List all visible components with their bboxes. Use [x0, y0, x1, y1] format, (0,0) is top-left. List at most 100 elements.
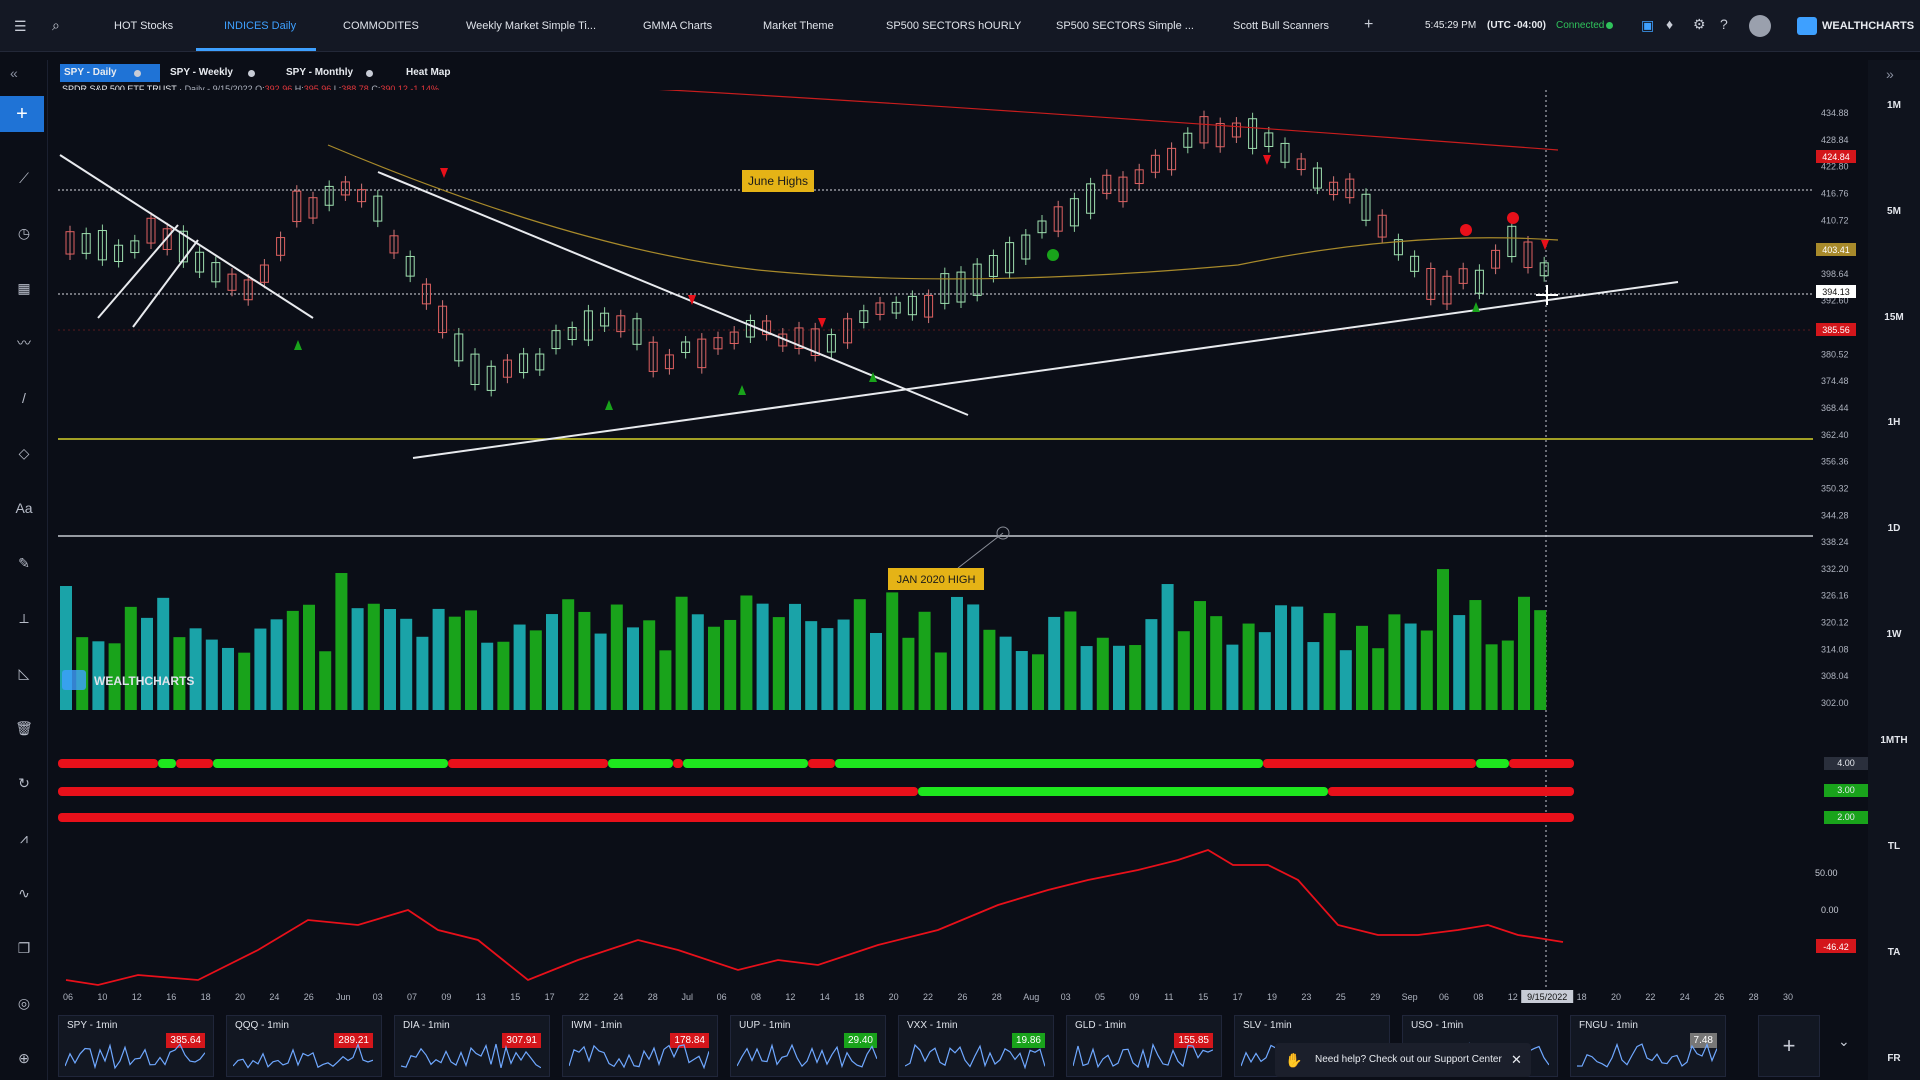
- timeframe-fr[interactable]: FR: [1887, 1053, 1901, 1064]
- ruler-icon[interactable]: ⟂: [19, 610, 29, 626]
- close-icon[interactable]: ✕: [1511, 1052, 1522, 1067]
- tab-weekly-market-simple-ti[interactable]: Weekly Market Simple Ti...: [466, 20, 596, 32]
- save-icon[interactable]: ▣: [1641, 17, 1655, 33]
- main-chart-area[interactable]: June Highs JAN 2020 HIGH WEALTHCHARTS 4.00…: [58, 90, 1868, 1015]
- bell-icon[interactable]: ♦: [1666, 16, 1674, 32]
- date-axis-label: 28: [992, 992, 1002, 1002]
- ticker-card-2[interactable]: DIA - 1min 307.91: [394, 1015, 550, 1077]
- indicator-icon[interactable]: ⩘: [20, 830, 28, 846]
- up-arrow-marker: [738, 385, 746, 395]
- candle-body: [1118, 176, 1128, 203]
- add-indicator-button[interactable]: +: [0, 96, 44, 132]
- tab-sp500-sectors-hourly[interactable]: SP500 SECTORS hOURLY: [886, 20, 1022, 32]
- avatar[interactable]: [1749, 15, 1771, 37]
- date-axis-label: Sep: [1402, 992, 1418, 1002]
- search-icon[interactable]: ⌕: [52, 17, 60, 33]
- clock-icon[interactable]: ◷: [17, 225, 31, 241]
- timeframe-1d[interactable]: 1D: [1887, 523, 1901, 534]
- add-watchlist-button[interactable]: +: [1758, 1015, 1820, 1077]
- wave-hand-icon: ✋: [1285, 1052, 1303, 1068]
- chart-tab-3[interactable]: Heat Map: [406, 67, 451, 78]
- pencil-icon[interactable]: ✎: [18, 555, 30, 571]
- indicator-ribbon-2: [58, 787, 918, 796]
- price-axis-label: 308.04: [1821, 671, 1849, 681]
- candle-body: [97, 230, 107, 261]
- trend-icon[interactable]: 〰: [17, 335, 31, 351]
- tab-scott-bull-scanners[interactable]: Scott Bull Scanners: [1233, 20, 1329, 32]
- price-tag-value: 385.56: [1822, 325, 1850, 335]
- ticker-price: 155.85: [1174, 1033, 1213, 1048]
- timeframe-tl[interactable]: TL: [1887, 841, 1901, 852]
- ticker-card-1[interactable]: QQQ - 1min 289.21: [226, 1015, 382, 1077]
- menu-icon[interactable]: ☰: [14, 18, 27, 34]
- candle-body: [697, 338, 707, 369]
- date-axis-label: 29: [1370, 992, 1380, 1002]
- date-axis-label: 17: [1233, 992, 1243, 1002]
- gear-icon[interactable]: ⚙: [1693, 16, 1706, 32]
- chart-tab-1[interactable]: SPY - Weekly: [170, 67, 233, 78]
- candle-body: [421, 283, 431, 305]
- volume-bar: [1453, 615, 1466, 710]
- timeframe-1mth[interactable]: 1MTH: [1880, 735, 1908, 746]
- help-text[interactable]: Need help? Check out our Support Center: [1315, 1054, 1502, 1065]
- expand-right-icon[interactable]: »: [1886, 66, 1894, 82]
- candle-body: [1021, 234, 1031, 260]
- timeframe-15m[interactable]: 15M: [1884, 312, 1904, 323]
- date-axis-label: 03: [1061, 992, 1071, 1002]
- ticker-card-0[interactable]: SPY - 1min 385.64: [58, 1015, 214, 1077]
- tab-gmma-charts[interactable]: GMMA Charts: [643, 20, 713, 32]
- support-chat-banner[interactable]: ✋ Need help? Check out our Support Cente…: [1275, 1043, 1531, 1077]
- ticker-card-4[interactable]: UUP - 1min 29.40: [730, 1015, 886, 1077]
- add-tab-icon[interactable]: +: [1364, 16, 1374, 33]
- line-chart-tool-icon[interactable]: ⟋: [19, 170, 29, 186]
- chevron-down-icon[interactable]: ⌄: [1838, 1033, 1850, 1049]
- refresh-icon[interactable]: ↻: [18, 775, 30, 791]
- tab-hot-stocks[interactable]: HOT Stocks: [114, 20, 174, 32]
- shapes-icon[interactable]: ◇: [18, 445, 30, 461]
- trash-icon[interactable]: 🗑: [15, 720, 33, 736]
- timeframe-1m[interactable]: 1M: [1887, 100, 1901, 111]
- help-icon[interactable]: ?: [1720, 16, 1728, 32]
- ticker-card-3[interactable]: IWM - 1min 178.84: [562, 1015, 718, 1077]
- strategy-icon[interactable]: ∿: [18, 885, 30, 901]
- indicator-ribbon-1: [808, 759, 835, 768]
- volume-bar: [918, 611, 931, 710]
- ticker-card-6[interactable]: GLD - 1min 155.85: [1066, 1015, 1222, 1077]
- tab-sp500-sectors-simple[interactable]: SP500 SECTORS Simple ...: [1056, 20, 1194, 32]
- globe-icon[interactable]: ⊕: [18, 1050, 30, 1066]
- target-icon[interactable]: ◎: [17, 995, 31, 1011]
- ticker-price: 178.84: [670, 1033, 709, 1048]
- collapse-left-icon[interactable]: «: [10, 65, 18, 81]
- volume-bar: [691, 614, 704, 710]
- tab-market-theme[interactable]: Market Theme: [763, 20, 834, 32]
- date-axis-current-box: [1521, 990, 1574, 1003]
- timeframe-1w[interactable]: 1W: [1886, 629, 1902, 640]
- up-arrow-marker: [294, 340, 302, 350]
- price-axis-label: 338.24: [1821, 537, 1849, 547]
- timeframe-5m[interactable]: 5M: [1887, 206, 1901, 217]
- ticker-card-5[interactable]: VXX - 1min 19.86: [898, 1015, 1054, 1077]
- volume-bar: [1210, 616, 1223, 710]
- volume-bar: [1420, 630, 1433, 710]
- ticker-sparkline: [1073, 1042, 1213, 1069]
- measure-icon[interactable]: ◺: [18, 665, 30, 681]
- layers-icon[interactable]: ❐: [17, 940, 31, 956]
- line-tool-icon[interactable]: /: [22, 390, 26, 406]
- volume-bar: [1518, 596, 1530, 710]
- volume-bar: [1096, 637, 1109, 710]
- text-tool-icon[interactable]: Aa: [15, 500, 33, 516]
- anchor-point-handle[interactable]: [996, 526, 1010, 540]
- tab-indices-daily[interactable]: INDICES Daily: [224, 20, 297, 32]
- chart-tab-0[interactable]: SPY - Daily: [60, 64, 160, 82]
- candle-body: [502, 359, 512, 378]
- volume-bar: [367, 603, 380, 710]
- volume-bar: [983, 629, 996, 710]
- tab-commodites[interactable]: COMMODITES: [343, 20, 419, 32]
- timeframe-ta[interactable]: TA: [1887, 947, 1901, 958]
- timeframe-1h[interactable]: 1H: [1887, 417, 1901, 428]
- volume-bar: [1372, 648, 1385, 710]
- calendar-icon[interactable]: ▦: [17, 280, 31, 296]
- ticker-card-9[interactable]: FNGU - 1min 7.48: [1570, 1015, 1726, 1077]
- chart-tab-2[interactable]: SPY - Monthly: [286, 67, 354, 78]
- volume-bar: [222, 647, 234, 710]
